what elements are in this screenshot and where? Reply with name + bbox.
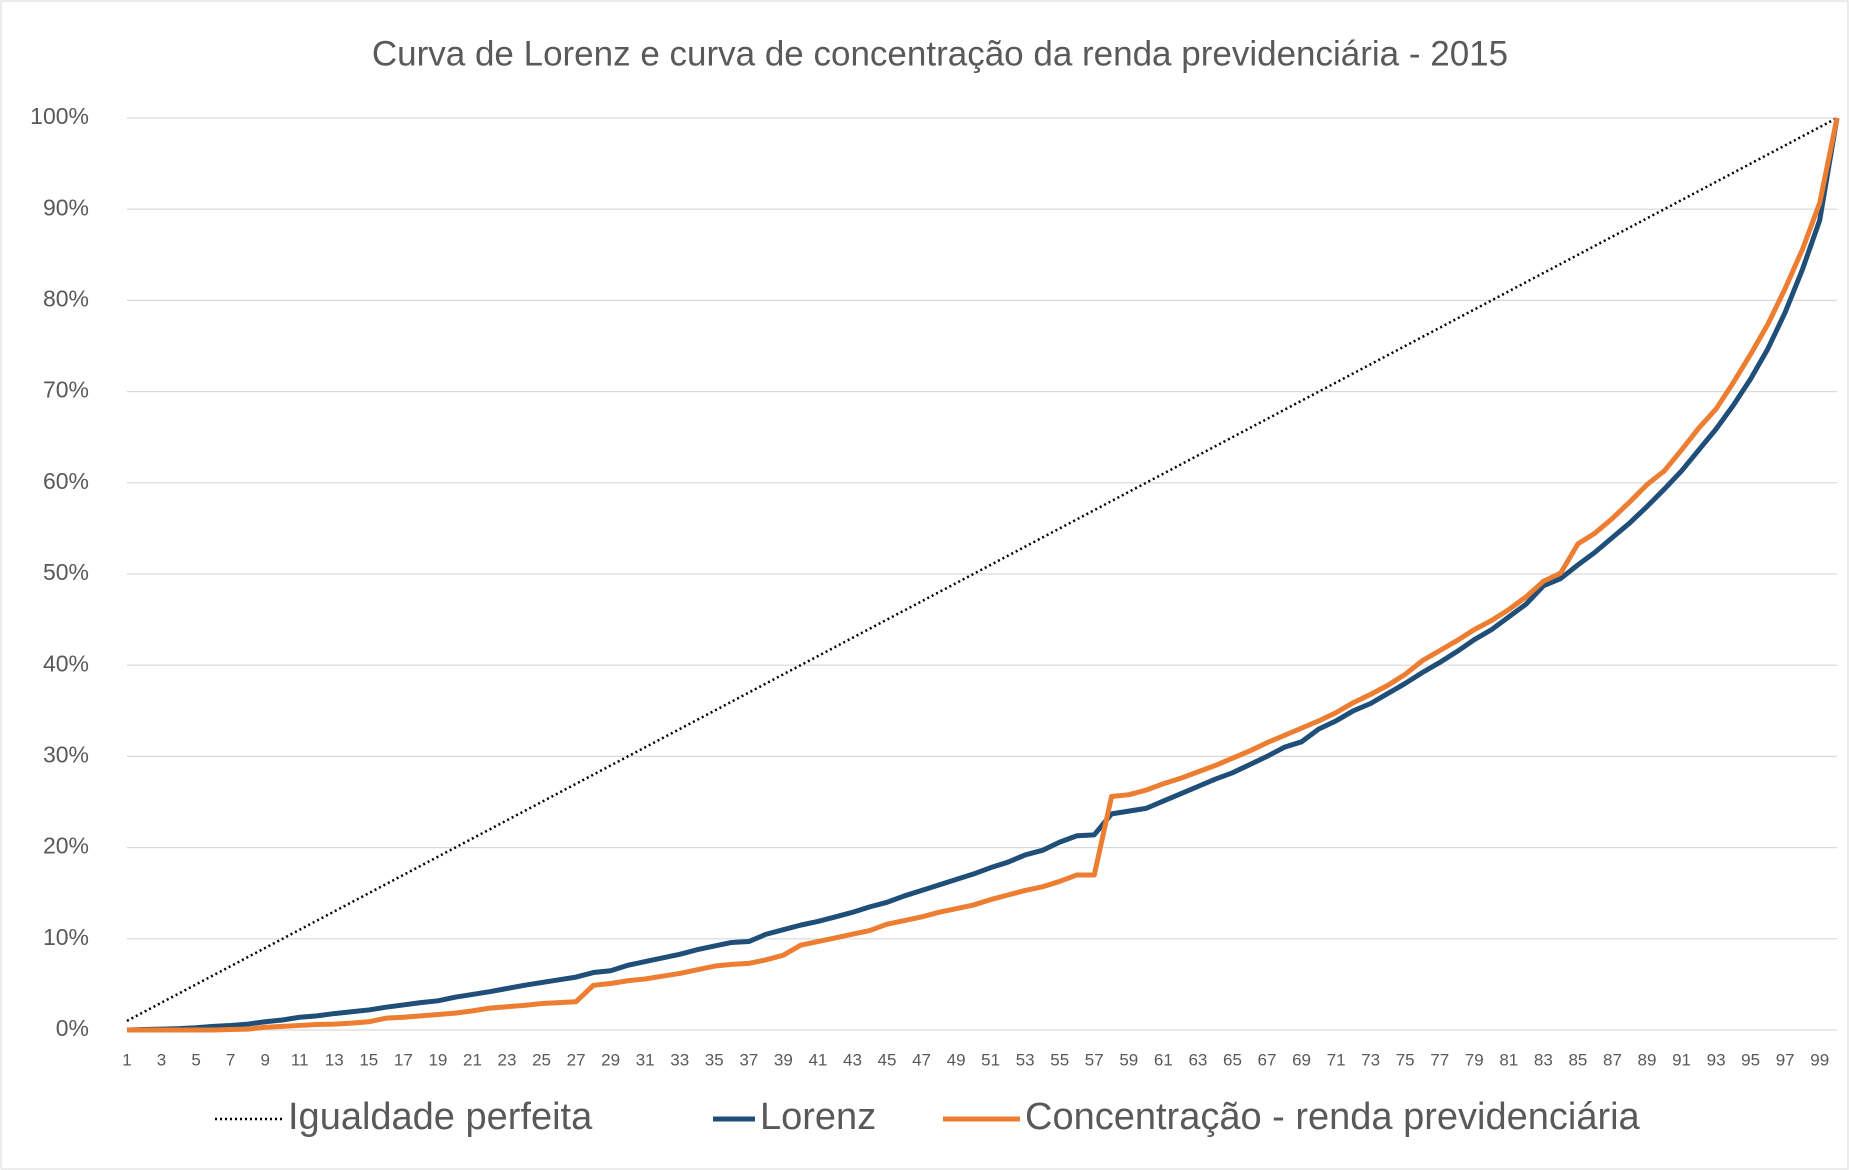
x-tick-label: 59 bbox=[1119, 1050, 1138, 1069]
legend-label: Igualdade perfeita bbox=[288, 1096, 593, 1138]
x-tick-label: 71 bbox=[1327, 1050, 1346, 1069]
x-tick-label: 73 bbox=[1361, 1050, 1380, 1069]
series-line bbox=[126, 117, 1840, 1033]
y-tick-label: 0% bbox=[56, 1015, 89, 1041]
y-tick-label: 10% bbox=[43, 924, 89, 950]
x-tick-label: 45 bbox=[878, 1050, 897, 1069]
y-tick-label: 80% bbox=[43, 285, 89, 311]
x-tick-label: 87 bbox=[1603, 1050, 1622, 1069]
x-tick-label: 91 bbox=[1672, 1050, 1691, 1069]
x-tick-label: 3 bbox=[157, 1050, 166, 1069]
y-tick-label: 30% bbox=[43, 741, 89, 767]
x-tick-label: 37 bbox=[739, 1050, 758, 1069]
x-tick-label: 65 bbox=[1223, 1050, 1242, 1069]
x-tick-label: 39 bbox=[774, 1050, 793, 1069]
x-tick-label: 97 bbox=[1776, 1050, 1795, 1069]
x-tick-label: 79 bbox=[1465, 1050, 1484, 1069]
legend-label: Concentração - renda previdenciária bbox=[1025, 1096, 1641, 1138]
series-line bbox=[127, 117, 1840, 1033]
x-tick-label: 31 bbox=[636, 1050, 655, 1069]
x-tick-label: 69 bbox=[1292, 1050, 1311, 1069]
x-tick-label: 61 bbox=[1154, 1050, 1173, 1069]
x-tick-label: 81 bbox=[1499, 1050, 1518, 1069]
x-tick-label: 19 bbox=[428, 1050, 447, 1069]
x-tick-label: 29 bbox=[601, 1050, 620, 1069]
x-tick-label: 35 bbox=[705, 1050, 724, 1069]
y-tick-label: 90% bbox=[43, 194, 89, 220]
x-tick-label: 77 bbox=[1430, 1050, 1449, 1069]
x-tick-label: 95 bbox=[1741, 1050, 1760, 1069]
x-tick-label: 17 bbox=[394, 1050, 413, 1069]
y-tick-label: 20% bbox=[43, 833, 89, 859]
x-tick-label: 25 bbox=[532, 1050, 551, 1069]
x-tick-label: 47 bbox=[912, 1050, 931, 1069]
x-tick-label: 27 bbox=[567, 1050, 586, 1069]
x-tick-label: 11 bbox=[291, 1050, 309, 1069]
x-tick-label: 53 bbox=[1016, 1050, 1035, 1069]
x-tick-label: 5 bbox=[191, 1050, 200, 1069]
series-line bbox=[126, 116, 1838, 1022]
x-tick-label: 55 bbox=[1050, 1050, 1069, 1069]
x-tick-label: 9 bbox=[260, 1050, 269, 1069]
x-tick-label: 51 bbox=[981, 1050, 1000, 1069]
x-tick-label: 15 bbox=[359, 1050, 378, 1069]
x-tick-label: 13 bbox=[325, 1050, 344, 1069]
x-tick-label: 99 bbox=[1810, 1050, 1829, 1069]
x-tick-label: 23 bbox=[498, 1050, 517, 1069]
x-tick-label: 93 bbox=[1707, 1050, 1726, 1069]
chart-title: Curva de Lorenz e curva de concentração … bbox=[372, 34, 1508, 73]
x-tick-label: 1 bbox=[122, 1050, 131, 1069]
x-tick-label: 33 bbox=[670, 1050, 689, 1069]
x-tick-label: 85 bbox=[1568, 1050, 1587, 1069]
x-tick-label: 21 bbox=[463, 1050, 482, 1069]
y-tick-label: 100% bbox=[30, 103, 89, 129]
x-tick-label: 83 bbox=[1534, 1050, 1553, 1069]
y-tick-label: 40% bbox=[43, 650, 89, 676]
x-tick-label: 63 bbox=[1188, 1050, 1207, 1069]
y-tick-label: 60% bbox=[43, 468, 89, 494]
x-tick-label: 7 bbox=[226, 1050, 235, 1069]
x-tick-label: 57 bbox=[1085, 1050, 1104, 1069]
x-tick-label: 41 bbox=[808, 1050, 827, 1069]
y-tick-label: 70% bbox=[43, 377, 89, 403]
x-tick-label: 89 bbox=[1638, 1050, 1657, 1069]
x-tick-label: 67 bbox=[1258, 1050, 1277, 1069]
y-tick-label: 50% bbox=[43, 559, 89, 585]
x-tick-label: 43 bbox=[843, 1050, 862, 1069]
x-tick-label: 75 bbox=[1396, 1050, 1415, 1069]
legend-label: Lorenz bbox=[760, 1096, 876, 1138]
x-tick-label: 49 bbox=[947, 1050, 966, 1069]
